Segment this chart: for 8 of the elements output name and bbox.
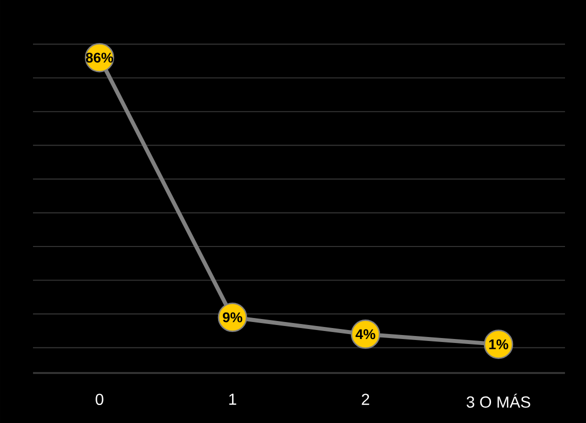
x-tick-label: 0 <box>96 394 104 406</box>
x-tick-label: 1 <box>229 394 236 405</box>
data-label: 4% <box>356 329 376 340</box>
x-tick-label: 3 O MÁS <box>466 394 530 408</box>
data-label: 86% <box>86 52 114 63</box>
x-tick-label: 2 <box>362 394 370 405</box>
data-label: 1% <box>489 339 508 350</box>
data-label: 9% <box>222 312 242 322</box>
